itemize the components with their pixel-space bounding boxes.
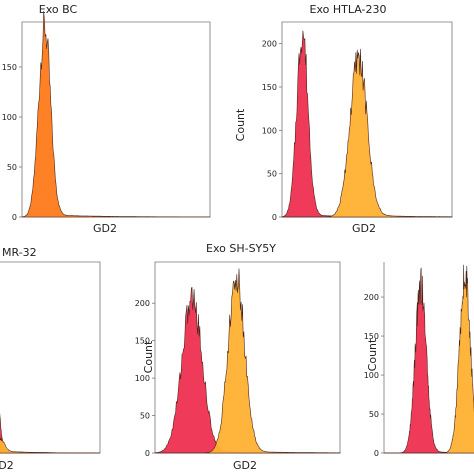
panel-exo-htla-230: Exo HTLA-230 GD2 Count 0 50 100 150 200 [234,3,453,235]
y-tick-label: 150 [364,332,379,341]
y-tick-label: 100 [262,126,277,135]
panel-title: Exo BC [39,3,78,16]
panel-mr-32: MR-32 D2 [0,246,101,472]
histogram-series-stained [384,264,474,454]
plot-frame [0,261,101,454]
y-tick-label: 100 [2,113,17,122]
histogram-series-stained [155,268,341,454]
x-axis-label: GD2 [233,459,257,472]
histogram-series-control [21,11,211,218]
y-tick-label: 200 [262,40,277,49]
y-tick-label: 0 [272,213,277,222]
panel-right-cropped: Count 0 50 100 150 200 [364,262,474,458]
y-axis-label: Count [234,108,247,141]
y-tick-label: 50 [140,412,150,421]
panel-title: Exo SH-SY5Y [206,242,276,255]
y-tick-label: 50 [369,410,379,419]
y-tick-label: 200 [364,293,379,302]
y-tick-label: 0 [374,449,379,458]
y-axis-label: Count [366,338,379,371]
x-axis-label: D2 [0,459,14,472]
histogram-series-stained [282,48,453,218]
x-axis-label: GD2 [93,222,117,235]
y-tick-label: 150 [262,83,277,92]
y-tick-label: 150 [2,63,17,72]
panel-exo-bc: Exo BC GD2 0 50 100 150 [2,3,211,235]
histogram-series-isotype [0,412,100,454]
y-tick-label: 100 [135,374,150,383]
panel-title: Exo HTLA-230 [310,3,387,16]
y-tick-label: 0 [12,213,17,222]
y-tick-label: 200 [135,299,150,308]
y-axis-label: Count [142,340,155,373]
y-tick-label: 50 [7,163,17,172]
panel-exo-sh-sy5y: Exo SH-SY5Y GD2 Count 0 50 100 150 200 [135,242,341,472]
panel-title: MR-32 [2,246,37,259]
y-tick-label: 150 [135,337,150,346]
y-tick-label: 50 [267,170,277,179]
y-tick-label: 0 [145,449,150,458]
y-tick-label: 100 [364,371,379,380]
x-axis-label: GD2 [352,222,376,235]
histogram-series-stained [0,437,100,454]
